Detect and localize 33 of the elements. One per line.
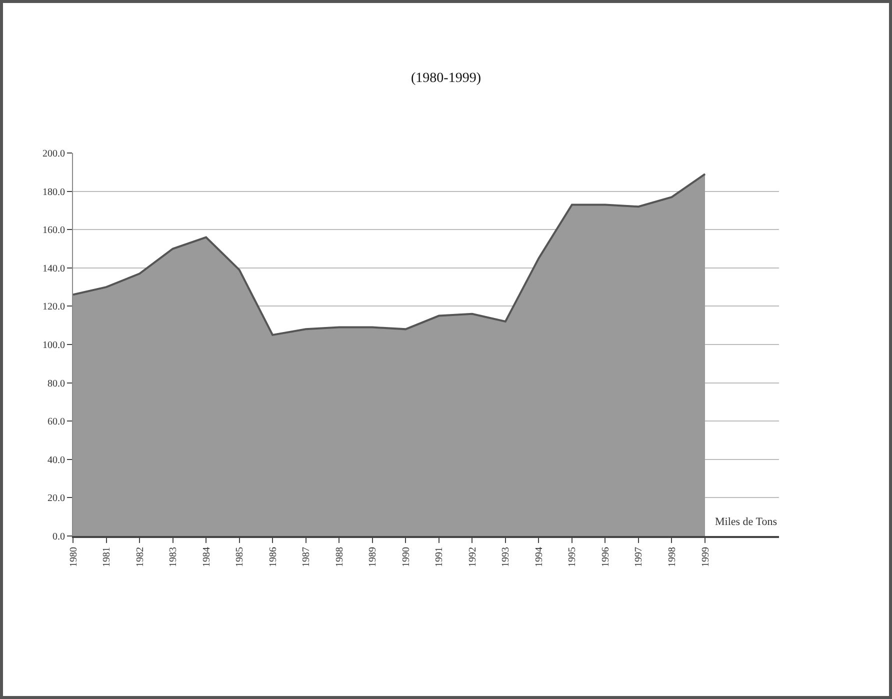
x-tick-label: 1990	[400, 547, 412, 567]
x-tick-label: 1996	[600, 547, 612, 567]
x-tick-label: 1983	[168, 547, 180, 567]
y-tick-label: 20.0	[48, 493, 65, 504]
x-tick-label: 1985	[234, 547, 246, 567]
y-tick-label: 200.0	[42, 148, 65, 160]
y-tick-label: 80.0	[48, 378, 65, 390]
x-tick-label: 1997	[634, 547, 645, 567]
chart-title: (1980-1999)	[411, 71, 482, 86]
x-tick-label: 1991	[434, 547, 446, 567]
x-tick-label: 1982	[134, 547, 146, 567]
y-tick-label: 160.0	[42, 225, 65, 236]
x-tick-label: 1984	[201, 547, 212, 567]
x-tick-label: 1986	[268, 547, 279, 567]
x-tick-label: 1981	[102, 547, 113, 567]
series-label: Miles de Tons	[715, 516, 777, 528]
y-tick-label: 40.0	[48, 454, 65, 466]
x-tick-label: 1995	[567, 547, 578, 567]
y-tick-label: 100.0	[42, 340, 65, 351]
y-tick-label: 120.0	[42, 302, 65, 313]
y-tick-label: 0.0	[52, 532, 65, 542]
y-tick-label: 180.0	[42, 186, 65, 198]
x-tick-label: 1980	[68, 547, 80, 567]
x-tick-label: 1989	[368, 547, 379, 567]
y-tick-label: 60.0	[48, 416, 65, 428]
x-tick-label: 1988	[334, 547, 346, 567]
x-tick-label: 1998	[666, 547, 678, 567]
x-tick-label: 1994	[534, 547, 545, 567]
y-tick-label: 140.0	[42, 263, 65, 274]
x-tick-label: 1999	[700, 547, 712, 567]
x-tick-label: 1987	[301, 547, 312, 567]
x-tick-label: 1993	[500, 547, 512, 567]
x-tick-label: 1992	[467, 547, 478, 567]
